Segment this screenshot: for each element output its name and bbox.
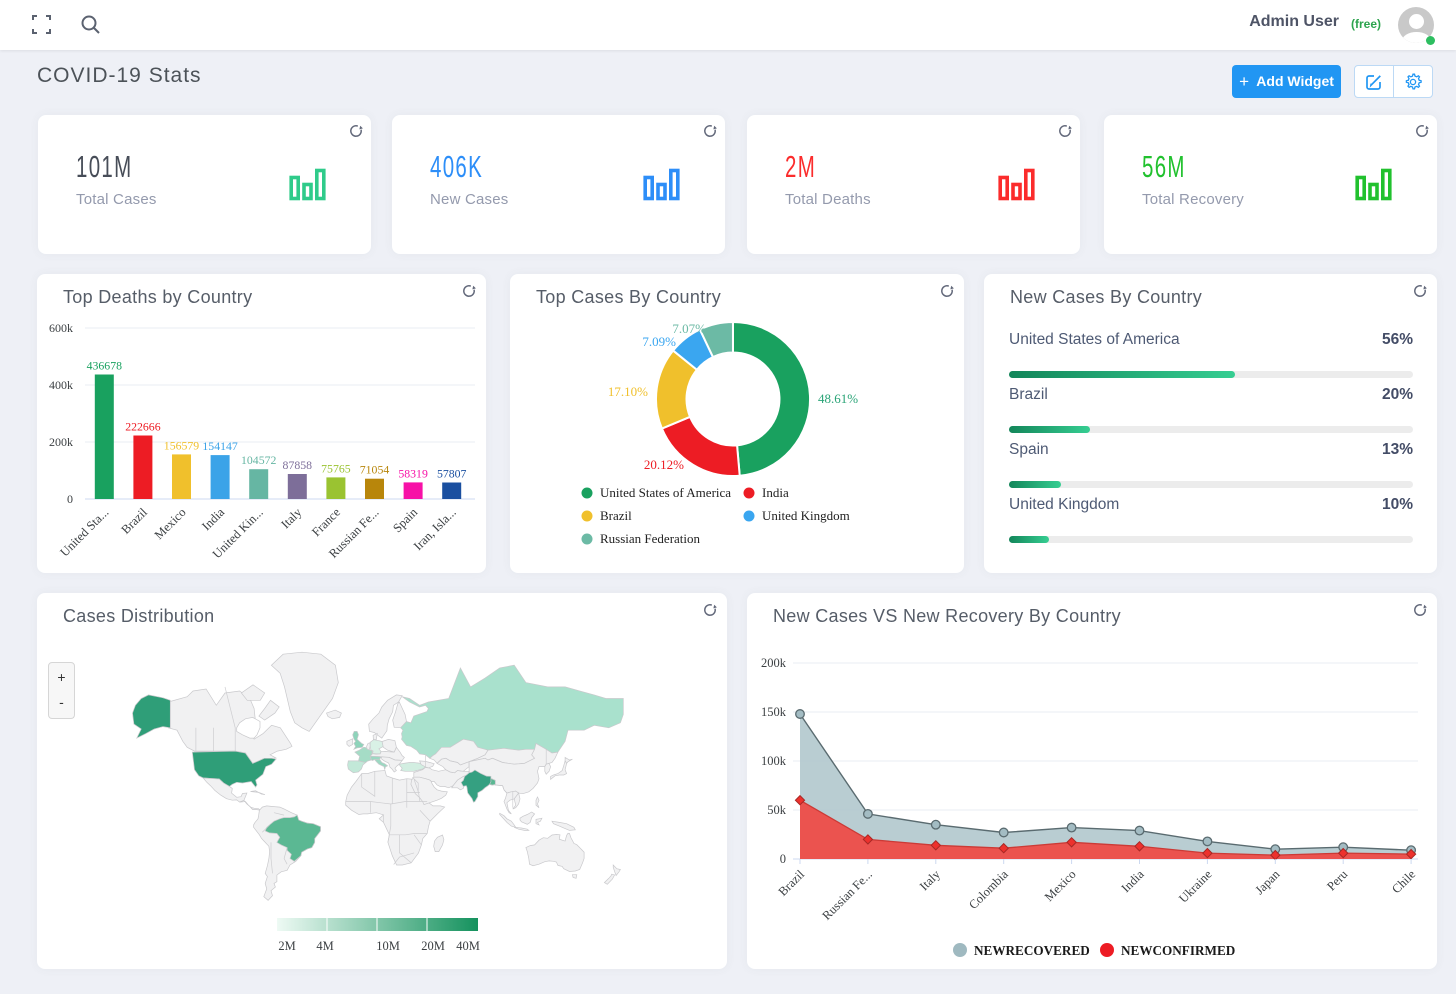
svg-text:20.12%: 20.12% <box>644 457 684 472</box>
svg-text:48.61%: 48.61% <box>818 391 858 406</box>
svg-text:7.09%: 7.09% <box>642 334 676 349</box>
svg-text:Brazil: Brazil <box>600 508 632 523</box>
svg-text:7.07%: 7.07% <box>672 321 706 336</box>
svg-text:4M: 4M <box>316 939 333 953</box>
svg-text:United States of America: United States of America <box>600 485 731 500</box>
svg-text:India: India <box>762 485 789 500</box>
svg-text:87858: 87858 <box>283 458 313 472</box>
svg-text:Iran, Isla...: Iran, Isla... <box>411 505 459 553</box>
svg-text:2M: 2M <box>278 939 295 953</box>
svg-text:50k: 50k <box>767 803 787 817</box>
svg-text:10M: 10M <box>376 939 400 953</box>
svg-text:United Sta...: United Sta... <box>57 505 111 559</box>
svg-text:United Kingdom: United Kingdom <box>762 508 850 523</box>
svg-text:Colombia: Colombia <box>966 867 1011 912</box>
svg-text:NEWRECOVERED: NEWRECOVERED <box>974 943 1090 958</box>
svg-text:71054: 71054 <box>360 463 390 477</box>
svg-text:0: 0 <box>780 852 786 866</box>
svg-text:Brazil: Brazil <box>119 505 151 537</box>
svg-text:17.10%: 17.10% <box>608 384 648 399</box>
svg-text:104572: 104572 <box>241 453 276 467</box>
svg-text:100k: 100k <box>761 754 787 768</box>
svg-text:Mexico: Mexico <box>152 505 189 542</box>
svg-text:436678: 436678 <box>87 359 122 373</box>
svg-text:Peru: Peru <box>1324 867 1351 894</box>
svg-text:154147: 154147 <box>202 439 237 453</box>
svg-text:Ukraine: Ukraine <box>1176 867 1215 906</box>
svg-text:156579: 156579 <box>164 438 199 452</box>
svg-text:600k: 600k <box>49 321 73 335</box>
svg-text:75765: 75765 <box>321 461 351 475</box>
svg-text:India: India <box>199 505 227 533</box>
svg-text:0: 0 <box>67 492 73 506</box>
svg-text:Chile: Chile <box>1389 867 1418 896</box>
svg-text:Brazil: Brazil <box>776 867 808 899</box>
svg-text:NEWCONFIRMED: NEWCONFIRMED <box>1121 943 1235 958</box>
svg-text:200k: 200k <box>49 435 73 449</box>
svg-text:France: France <box>309 505 343 539</box>
svg-text:222666: 222666 <box>125 420 160 434</box>
svg-text:Italy: Italy <box>278 505 305 532</box>
svg-text:Japan: Japan <box>1252 867 1283 898</box>
svg-text:Russian Federation: Russian Federation <box>600 531 701 546</box>
svg-text:400k: 400k <box>49 378 73 392</box>
svg-text:58319: 58319 <box>398 466 428 480</box>
svg-text:57807: 57807 <box>437 467 467 481</box>
svg-text:Russian Fe...: Russian Fe... <box>819 867 875 923</box>
svg-text:40M: 40M <box>456 939 480 953</box>
svg-text:Spain: Spain <box>390 505 421 536</box>
svg-text:200k: 200k <box>761 656 787 670</box>
svg-text:20M: 20M <box>421 939 445 953</box>
svg-text:India: India <box>1119 867 1147 895</box>
svg-text:150k: 150k <box>761 705 787 719</box>
svg-text:Italy: Italy <box>917 867 944 894</box>
svg-text:Mexico: Mexico <box>1042 867 1079 904</box>
